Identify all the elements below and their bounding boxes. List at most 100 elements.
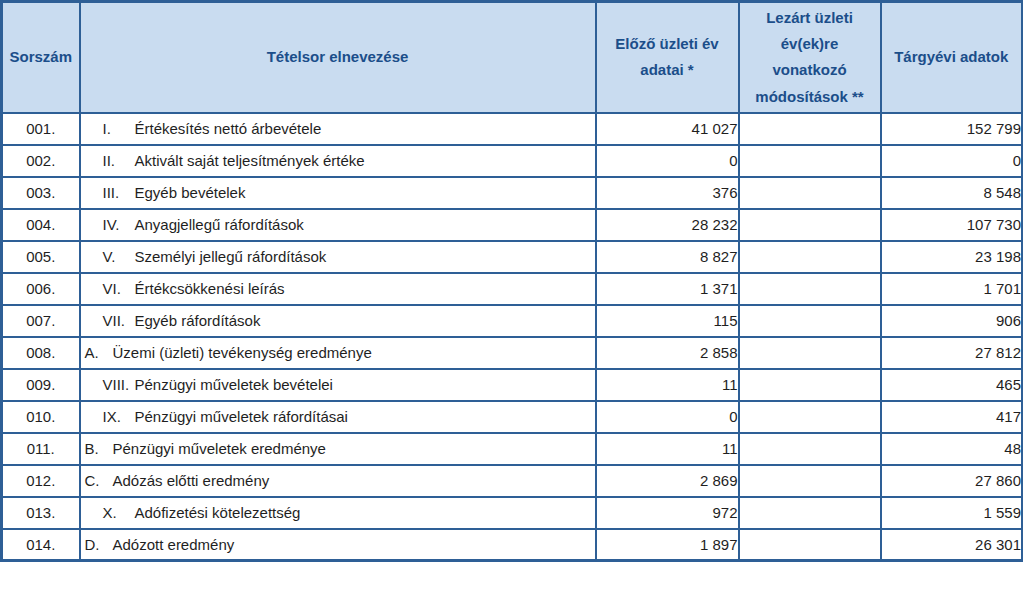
row-prefix: VI.	[103, 280, 135, 297]
table-row: 010. IX.Pénzügyi műveletek ráfordításai …	[2, 401, 1023, 433]
row-number: 001.	[2, 113, 80, 145]
row-prefix: II.	[103, 152, 135, 169]
row-label: VI.Értékcsökkenési leírás	[80, 273, 596, 305]
table-header: Sorszám Tételsor elnevezése Előző üzleti…	[2, 2, 1023, 113]
cell-current-year: 465	[881, 369, 1023, 401]
table-row: 009. VIII.Pénzügyi műveletek bevételei 1…	[2, 369, 1023, 401]
row-label: C.Adózás előtti eredmény	[80, 465, 596, 497]
table-row: 007. VII.Egyéb ráfordítások 115 906	[2, 305, 1023, 337]
cell-current-year: 23 198	[881, 241, 1023, 273]
cell-current-year: 27 860	[881, 465, 1023, 497]
cell-modifications	[739, 177, 881, 209]
row-number: 007.	[2, 305, 80, 337]
row-label: III.Egyéb bevételek	[80, 177, 596, 209]
cell-previous-year: 41 027	[596, 113, 739, 145]
row-title: Pénzügyi műveletek bevételei	[135, 376, 333, 393]
cell-previous-year: 11	[596, 369, 739, 401]
row-number: 004.	[2, 209, 80, 241]
row-label: II.Aktivált saját teljesítmények értéke	[80, 145, 596, 177]
cell-current-year: 906	[881, 305, 1023, 337]
row-label: A.Üzemi (üzleti) tevékenység eredménye	[80, 337, 596, 369]
row-title: Egyéb ráfordítások	[135, 312, 261, 329]
row-number: 009.	[2, 369, 80, 401]
row-number: 003.	[2, 177, 80, 209]
row-title: Pénzügyi műveletek eredménye	[113, 440, 326, 457]
row-label: VIII.Pénzügyi műveletek bevételei	[80, 369, 596, 401]
row-title: Adófizetési kötelezettség	[135, 504, 301, 521]
row-prefix: X.	[103, 504, 135, 521]
row-title: Egyéb bevételek	[135, 184, 246, 201]
table-row: 003. III.Egyéb bevételek 376 8 548	[2, 177, 1023, 209]
row-title: Értékcsökkenési leírás	[135, 280, 285, 297]
table-body: 001. I.Értékesítés nettó árbevétele 41 0…	[2, 113, 1023, 561]
cell-previous-year: 1 371	[596, 273, 739, 305]
table-row: 004. IV.Anyagjellegű ráfordítások 28 232…	[2, 209, 1023, 241]
table-row: 008. A.Üzemi (üzleti) tevékenység eredmé…	[2, 337, 1023, 369]
table-row: 014. D.Adózott eredmény 1 897 26 301	[2, 529, 1023, 561]
row-title: Aktivált saját teljesítmények értéke	[135, 152, 365, 169]
row-label: V.Személyi jellegű ráfordítások	[80, 241, 596, 273]
row-label: D.Adózott eredmény	[80, 529, 596, 561]
row-prefix: B.	[85, 440, 113, 457]
row-number: 014.	[2, 529, 80, 561]
income-statement-table: Sorszám Tételsor elnevezése Előző üzleti…	[0, 0, 1023, 562]
table-row: 011. B.Pénzügyi műveletek eredménye 11 4…	[2, 433, 1023, 465]
table-row: 013. X.Adófizetési kötelezettség 972 1 5…	[2, 497, 1023, 529]
row-title: Értékesítés nettó árbevétele	[135, 120, 322, 137]
row-label: X.Adófizetési kötelezettség	[80, 497, 596, 529]
cell-modifications	[739, 305, 881, 337]
row-prefix: VII.	[103, 312, 135, 329]
row-prefix: A.	[85, 344, 113, 361]
cell-modifications	[739, 145, 881, 177]
column-header-previous-year: Előző üzleti év adatai *	[596, 2, 739, 113]
column-header-modifications: Lezárt üzleti év(ek)re vonatkozó módosít…	[739, 2, 881, 113]
row-title: Anyagjellegű ráfordítások	[135, 216, 304, 233]
row-number: 002.	[2, 145, 80, 177]
cell-modifications	[739, 433, 881, 465]
row-number: 011.	[2, 433, 80, 465]
row-number: 005.	[2, 241, 80, 273]
row-prefix: C.	[85, 472, 113, 489]
row-title: Személyi jellegű ráfordítások	[135, 248, 327, 265]
row-number: 010.	[2, 401, 80, 433]
table-row: 005. V.Személyi jellegű ráfordítások 8 8…	[2, 241, 1023, 273]
cell-modifications	[739, 529, 881, 561]
row-prefix: IV.	[103, 216, 135, 233]
cell-modifications	[739, 497, 881, 529]
row-title: Adózás előtti eredmény	[113, 472, 270, 489]
column-header-current-year: Tárgyévi adatok	[881, 2, 1023, 113]
cell-current-year: 417	[881, 401, 1023, 433]
row-title: Pénzügyi műveletek ráfordításai	[135, 408, 348, 425]
row-title: Üzemi (üzleti) tevékenység eredménye	[113, 344, 372, 361]
cell-previous-year: 0	[596, 401, 739, 433]
cell-previous-year: 0	[596, 145, 739, 177]
cell-previous-year: 2 858	[596, 337, 739, 369]
cell-current-year: 27 812	[881, 337, 1023, 369]
cell-current-year: 48	[881, 433, 1023, 465]
table-row: 012. C.Adózás előtti eredmény 2 869 27 8…	[2, 465, 1023, 497]
cell-current-year: 107 730	[881, 209, 1023, 241]
row-prefix: I.	[103, 120, 135, 137]
cell-previous-year: 376	[596, 177, 739, 209]
cell-current-year: 8 548	[881, 177, 1023, 209]
cell-previous-year: 115	[596, 305, 739, 337]
row-prefix: IX.	[103, 408, 135, 425]
row-prefix: D.	[85, 536, 113, 553]
cell-modifications	[739, 465, 881, 497]
cell-previous-year: 972	[596, 497, 739, 529]
table-row: 006. VI.Értékcsökkenési leírás 1 371 1 7…	[2, 273, 1023, 305]
table-row: 001. I.Értékesítés nettó árbevétele 41 0…	[2, 113, 1023, 145]
cell-modifications	[739, 401, 881, 433]
row-label: B.Pénzügyi műveletek eredménye	[80, 433, 596, 465]
cell-current-year: 1 701	[881, 273, 1023, 305]
row-prefix: III.	[103, 184, 135, 201]
cell-previous-year: 8 827	[596, 241, 739, 273]
row-number: 012.	[2, 465, 80, 497]
row-number: 013.	[2, 497, 80, 529]
cell-modifications	[739, 241, 881, 273]
cell-previous-year: 1 897	[596, 529, 739, 561]
cell-current-year: 0	[881, 145, 1023, 177]
row-label: IV.Anyagjellegű ráfordítások	[80, 209, 596, 241]
row-label: I.Értékesítés nettó árbevétele	[80, 113, 596, 145]
cell-current-year: 26 301	[881, 529, 1023, 561]
